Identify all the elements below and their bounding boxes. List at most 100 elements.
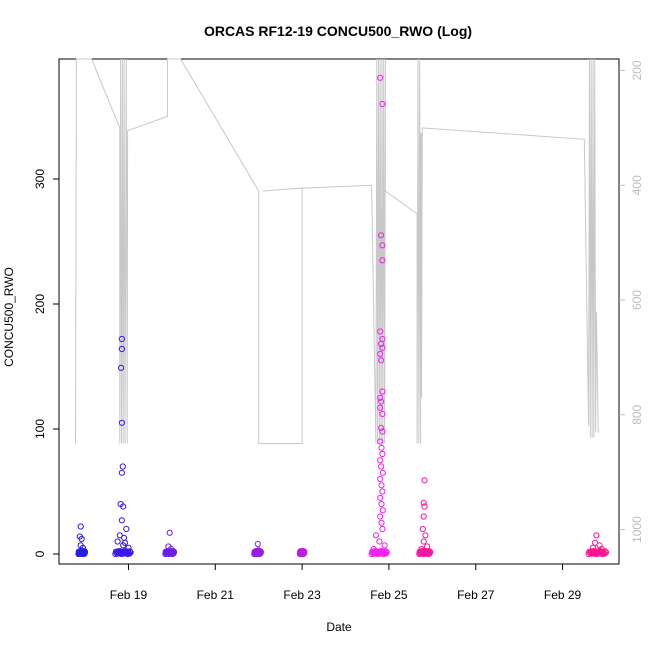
data-point: [118, 419, 126, 426]
x-tick-label: Feb 29: [544, 588, 582, 602]
data-point: [377, 494, 384, 501]
series-RF15: [251, 540, 264, 558]
data-point: [378, 519, 385, 526]
data-point: [255, 547, 262, 554]
data-point: [377, 513, 384, 520]
data-point: [379, 469, 386, 476]
series-RF14: [162, 529, 178, 558]
data-point: [377, 457, 384, 464]
right-tick-label: 400: [630, 175, 644, 195]
data-point: [378, 444, 385, 451]
data-point: [254, 540, 261, 548]
data-point: [379, 450, 386, 458]
data-point: [379, 257, 386, 264]
data-point: [118, 517, 126, 524]
data-point: [378, 463, 385, 470]
right-tick-label: 800: [630, 404, 644, 424]
data-point: [420, 513, 427, 520]
x-axis: Feb 19 Feb 21 Feb 23 Feb 25 Feb 27 Feb 29: [110, 564, 582, 602]
data-point: [598, 545, 605, 553]
data-point: [379, 100, 386, 108]
data-point: [379, 410, 386, 418]
data-point: [378, 232, 385, 239]
data-point: [379, 507, 386, 514]
y-axis-label: CONCU500_RWO: [2, 267, 16, 367]
data-point: [377, 350, 384, 358]
data-point: [118, 345, 126, 353]
data-point: [377, 328, 384, 335]
data-point: [419, 525, 426, 533]
x-tick-label: Feb 21: [197, 588, 235, 602]
data-point: [120, 503, 127, 510]
data-point: [383, 549, 390, 556]
data-point: [301, 549, 308, 556]
x-tick-label: Feb 27: [457, 588, 495, 602]
series-RF19: [585, 532, 610, 558]
y-tick-label: 0: [33, 550, 47, 557]
data-point: [426, 550, 433, 557]
x-tick-label: Feb 25: [370, 588, 408, 602]
data-point: [77, 523, 84, 530]
data-point: [378, 357, 385, 364]
series-RF18: [416, 477, 434, 558]
data-point: [378, 482, 385, 489]
data-point: [170, 549, 178, 556]
data-point: [167, 545, 175, 553]
x-axis-label: Date: [326, 620, 352, 634]
data-point: [377, 438, 384, 445]
y-axis: 0 100 200 300: [33, 169, 59, 557]
right-tick-label: 600: [630, 290, 644, 310]
data-point: [379, 525, 386, 533]
data-point: [418, 545, 425, 553]
data-point: [121, 534, 128, 541]
data-point: [593, 532, 600, 539]
data-point: [377, 394, 384, 401]
data-point: [299, 549, 306, 556]
data-point: [378, 398, 385, 405]
data-point: [379, 388, 386, 395]
data-point: [120, 542, 127, 549]
data-point: [379, 242, 386, 249]
x-tick-label: Feb 23: [283, 588, 321, 602]
plot-frame: [58, 58, 620, 565]
right-tick-label: 200: [630, 60, 644, 80]
data-point: [421, 503, 428, 510]
data-point: [378, 340, 385, 348]
series-RF16: [296, 548, 308, 558]
chart-title: ORCAS RF12-19 CONCU500_RWO (Log): [204, 23, 472, 39]
data-point: [78, 535, 85, 543]
data-point: [372, 532, 379, 539]
series-RF12: [75, 523, 89, 558]
data-point: [79, 544, 87, 551]
data-point: [589, 544, 597, 551]
data-point: [166, 529, 173, 536]
data-point: [383, 548, 390, 555]
x-tick-label: Feb 19: [110, 588, 148, 602]
data-point: [602, 549, 610, 556]
pressure-line: [75, 58, 600, 444]
data-point: [377, 74, 384, 81]
data-point: [378, 500, 385, 508]
right-axis: 200 400 600 800 1000: [619, 60, 644, 543]
pressure-line-layer: [75, 58, 600, 444]
data-point: [119, 463, 126, 470]
data-point: [381, 542, 388, 549]
data-point: [114, 538, 121, 545]
y-tick-label: 100: [33, 419, 47, 439]
data-point: [379, 488, 386, 495]
data-point: [420, 499, 427, 506]
data-point: [118, 335, 126, 343]
data-point: [378, 424, 385, 431]
scatter-points-layer: [75, 74, 610, 558]
data-point: [424, 543, 431, 550]
data-point: [377, 475, 384, 483]
data-point: [377, 404, 384, 411]
series-RF13: [112, 335, 134, 558]
data-point: [379, 344, 386, 351]
data-point: [118, 469, 126, 476]
right-tick-label: 1000: [630, 516, 644, 543]
data-point: [123, 525, 130, 533]
data-point: [379, 428, 386, 435]
data-point: [125, 544, 132, 551]
